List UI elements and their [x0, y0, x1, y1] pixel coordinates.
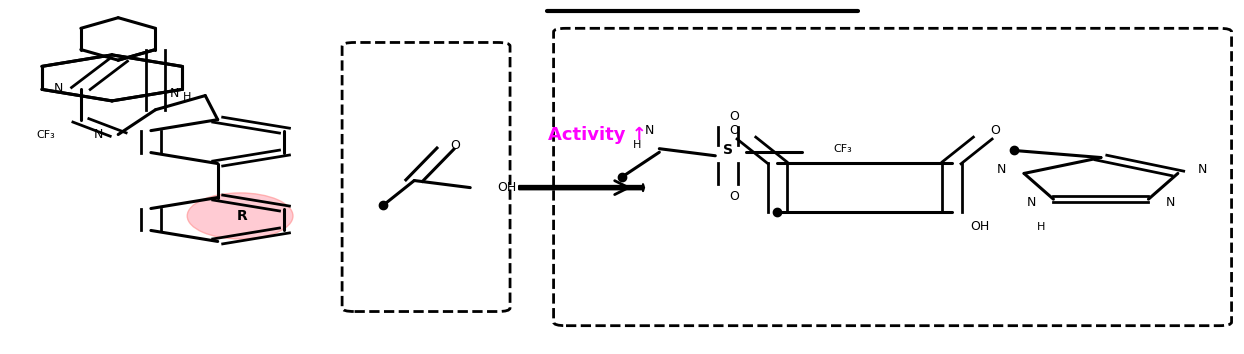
Text: OH: OH [498, 181, 516, 194]
Text: O: O [729, 190, 739, 203]
Text: CF₃: CF₃ [36, 130, 56, 139]
Text: O: O [990, 125, 1000, 137]
Text: O: O [729, 125, 739, 137]
Text: N: N [1198, 164, 1208, 176]
Text: N: N [1166, 196, 1176, 209]
Text: H: H [633, 140, 641, 150]
Text: N: N [93, 128, 103, 141]
Text: H: H [183, 92, 190, 102]
Text: N: N [169, 87, 179, 100]
Text: N: N [644, 125, 654, 137]
Text: N: N [996, 164, 1006, 176]
Text: N: N [53, 82, 63, 95]
Ellipse shape [187, 193, 292, 239]
Text: H: H [1036, 222, 1045, 233]
Text: OH: OH [970, 220, 989, 233]
Text: Activity ↑: Activity ↑ [547, 126, 647, 143]
Text: O: O [450, 139, 460, 152]
Text: N: N [1026, 196, 1036, 209]
Text: R: R [238, 209, 248, 223]
Text: S: S [723, 143, 733, 158]
Text: O: O [729, 110, 739, 123]
Text: CF₃: CF₃ [833, 144, 852, 154]
